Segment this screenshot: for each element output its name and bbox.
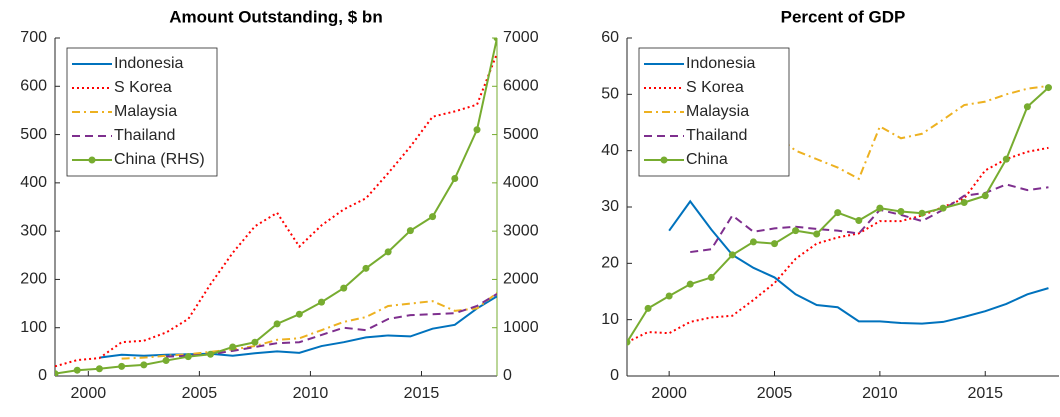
y2-tick-label: 4000	[503, 174, 539, 191]
x-tick-label: 2010	[293, 385, 329, 402]
series-marker	[771, 240, 779, 248]
legend-label: Indonesia	[686, 55, 755, 72]
series-line	[166, 293, 497, 358]
series-marker	[627, 338, 631, 346]
y-tick-label: 500	[20, 126, 47, 143]
legend-marker	[660, 156, 668, 164]
y-tick-label: 60	[601, 29, 619, 46]
y-tick-label: 50	[601, 86, 619, 103]
y2-tick-label: 3000	[503, 222, 539, 239]
series-marker	[162, 357, 170, 365]
series-marker	[855, 217, 863, 225]
series-marker	[728, 251, 736, 259]
series-marker	[429, 213, 437, 221]
series-marker	[644, 304, 652, 312]
series-marker	[473, 126, 481, 134]
y2-tick-label: 0	[503, 367, 512, 384]
y-tick-label: 400	[20, 174, 47, 191]
series-marker	[665, 292, 673, 300]
series-marker	[939, 204, 947, 212]
y2-tick-label: 2000	[503, 271, 539, 288]
series-marker	[897, 208, 905, 216]
y-tick-label: 0	[610, 367, 619, 384]
series-marker	[273, 320, 281, 328]
series-line	[55, 53, 497, 368]
y-tick-label: 20	[601, 255, 619, 272]
series-marker	[813, 230, 821, 238]
legend-label: China	[686, 151, 728, 168]
series-marker	[251, 338, 259, 346]
legend-label: Thailand	[686, 127, 747, 144]
series-marker	[686, 280, 694, 288]
series-line	[689, 84, 1049, 181]
series-marker	[362, 264, 370, 272]
series-marker	[318, 298, 326, 306]
y-tick-label: 100	[20, 319, 47, 336]
legend-label: S Korea	[114, 79, 172, 96]
series-marker	[340, 284, 348, 292]
series-marker	[960, 198, 968, 206]
y-tick-label: 40	[601, 142, 619, 159]
y-tick-label: 300	[20, 222, 47, 239]
series-line	[627, 146, 1049, 344]
legend-label: Thailand	[114, 127, 175, 144]
y2-tick-label: 7000	[503, 29, 539, 46]
series-marker	[140, 361, 148, 369]
series-marker	[229, 343, 237, 351]
y2-tick-label: 1000	[503, 319, 539, 336]
y-tick-label: 0	[38, 367, 47, 384]
series-marker	[73, 366, 81, 374]
series-marker	[749, 238, 757, 246]
x-tick-label: 2015	[404, 385, 440, 402]
x-tick-label: 2015	[967, 385, 1003, 402]
legend-label: S Korea	[686, 79, 744, 96]
series-marker	[295, 310, 303, 318]
plot-area	[627, 84, 1052, 346]
x-tick-label: 2005	[182, 385, 218, 402]
series-marker	[707, 273, 715, 281]
series-marker	[1044, 84, 1052, 92]
series-marker	[451, 175, 459, 183]
y-tick-label: 30	[601, 198, 619, 215]
chart-title: Percent of GDP	[781, 7, 906, 26]
series-line	[99, 295, 497, 359]
legend-label: Indonesia	[114, 55, 183, 72]
y-tick-label: 200	[20, 271, 47, 288]
series-marker	[918, 209, 926, 217]
chart-title: Amount Outstanding, $ bn	[169, 7, 382, 26]
series-marker	[834, 209, 842, 217]
x-tick-label: 2005	[757, 385, 793, 402]
series-marker	[876, 204, 884, 212]
series-marker	[118, 362, 126, 370]
y2-tick-label: 5000	[503, 126, 539, 143]
series-marker	[95, 365, 103, 373]
plot-area	[55, 38, 497, 376]
series-marker	[406, 227, 414, 235]
series-line	[690, 183, 1049, 254]
y-tick-label: 700	[20, 29, 47, 46]
legend-label: China (RHS)	[114, 151, 205, 168]
y-tick-label: 10	[601, 311, 619, 328]
legend-label: Malaysia	[686, 103, 749, 120]
series-marker	[792, 227, 800, 235]
series-marker	[981, 192, 989, 200]
x-tick-label: 2000	[651, 385, 687, 402]
x-tick-label: 2010	[862, 385, 898, 402]
series-marker	[184, 353, 192, 361]
legend-label: Malaysia	[114, 103, 177, 120]
y2-tick-label: 6000	[503, 78, 539, 95]
series-marker	[1023, 103, 1031, 111]
series-marker	[206, 350, 214, 358]
series-marker	[1002, 155, 1010, 163]
series-marker	[55, 370, 59, 376]
series-marker	[493, 38, 497, 42]
series-marker	[384, 248, 392, 256]
y-tick-label: 600	[20, 78, 47, 95]
x-tick-label: 2000	[71, 385, 107, 402]
legend-marker	[88, 156, 96, 164]
